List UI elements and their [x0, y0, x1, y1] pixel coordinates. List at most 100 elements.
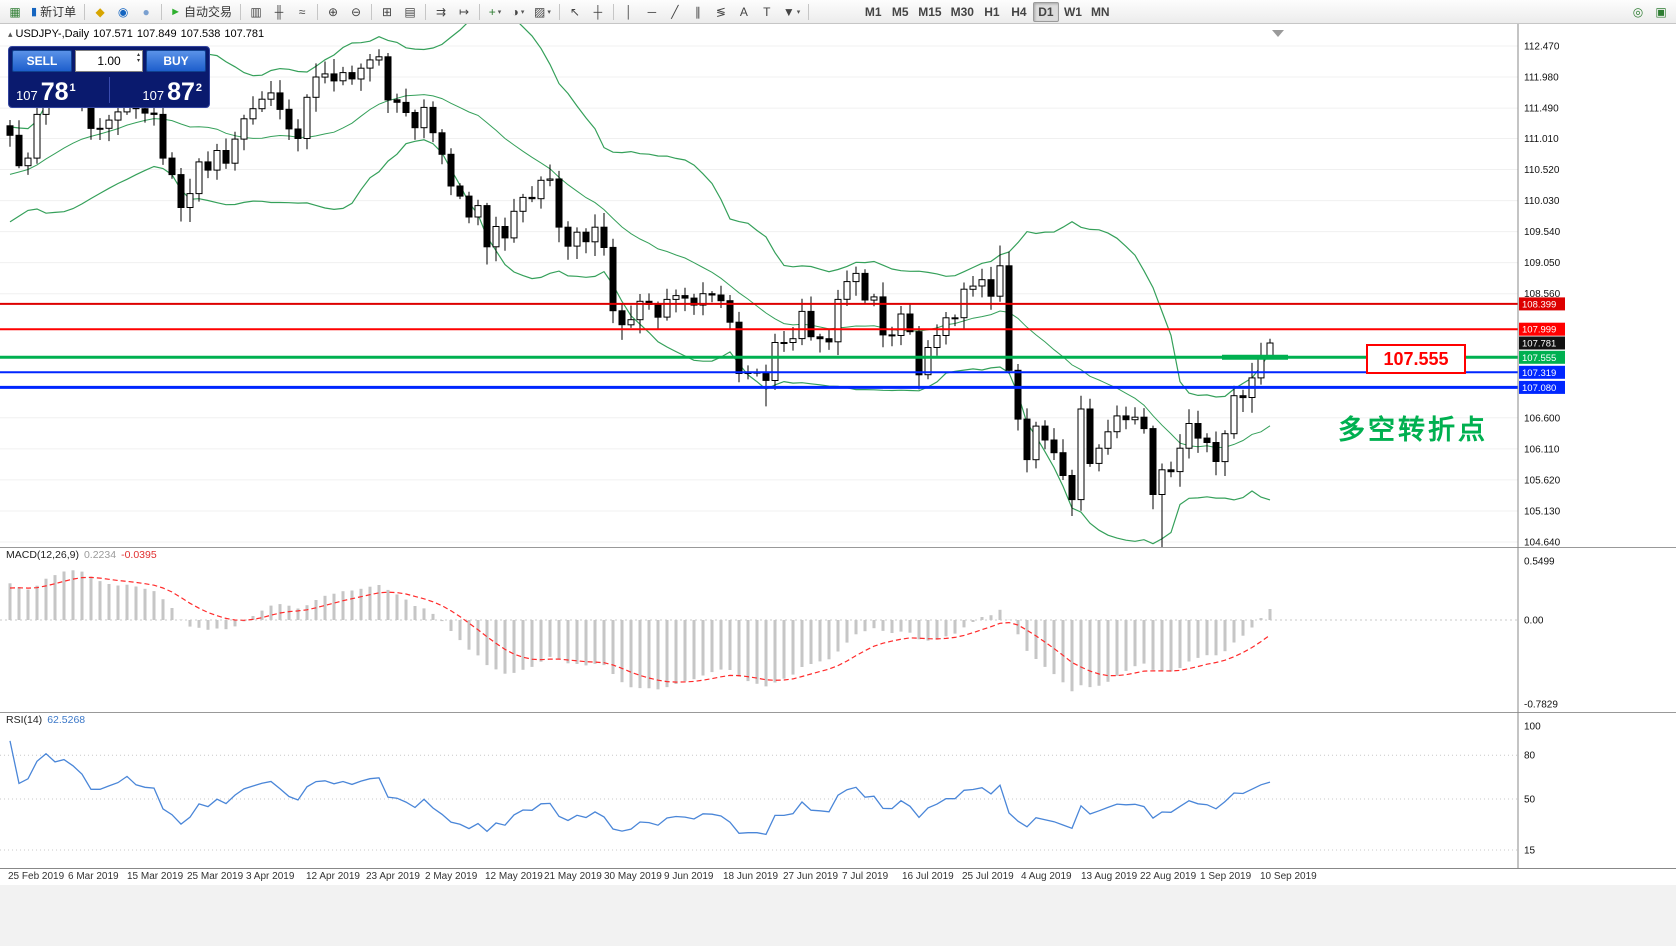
ohlc-high: 107.849: [136, 28, 177, 40]
timeframe-h1-button[interactable]: H1: [979, 2, 1005, 22]
svg-text:107.781: 107.781: [1522, 339, 1556, 350]
tile-windows-icon[interactable]: ⊞: [376, 2, 398, 22]
toolbar-separator: [612, 3, 614, 20]
ohlc-open: 107.571: [93, 28, 133, 40]
main-chart-panel[interactable]: 112.470 111.980 111.490 111.010 110.520 110.0…: [0, 24, 1676, 547]
dropdown-caret-icon: ▾: [497, 8, 502, 16]
bollinger-middle-band: [9, 94, 1271, 449]
price-axis[interactable]: 112.470 111.980 111.490 111.010 110.520 110.0…: [1524, 42, 1561, 548]
macd-signal-line: [9, 576, 1271, 683]
crosshair-icon[interactable]: ┼: [587, 2, 609, 22]
toolbar: ▦ ▮ 新订单 ◆ ◉ ● ► 自动交易 ▥ ╫ ≈ ⊕ ⊖ ⊞ ▤ ⇉ ↦ + ▾ ◑ ▾ ▨ ▾ ↖ ┼ │ ─ ╱ ∥ ≶ A T ▼ ▾ M…: [0, 0, 1676, 24]
line-chart-icon[interactable]: ≈: [291, 2, 313, 22]
toolbar-separator: [370, 3, 372, 20]
zoom-in-icon[interactable]: ⊕: [322, 2, 344, 22]
dropdown-caret-icon: ▾: [520, 8, 525, 16]
arrange-windows-icon[interactable]: ▤: [399, 2, 421, 22]
volume-spinner[interactable]: ▴ ▾: [136, 52, 140, 64]
magnifier-icon[interactable]: ◎: [1627, 2, 1649, 22]
macd-value: 0.2234: [83, 549, 117, 561]
templates-icon[interactable]: ▨ ▾: [530, 2, 555, 22]
date-label: 22 Aug 2019: [1140, 871, 1197, 882]
volume-input[interactable]: 1.00 ▴ ▾: [75, 50, 143, 72]
timeframe-mn-button[interactable]: MN: [1087, 2, 1114, 22]
candlestick-chart-icon[interactable]: ╫: [268, 2, 290, 22]
cursor-icon[interactable]: ↖: [564, 2, 586, 22]
macd-header: MACD(12,26,9) 0.2234 -0.0395: [6, 549, 162, 561]
date-label: 30 May 2019: [604, 871, 662, 882]
dropdown-caret-icon: ▾: [796, 8, 801, 16]
horizontal-line-icon[interactable]: ─: [641, 2, 663, 22]
svg-text:107.999: 107.999: [1522, 325, 1556, 336]
date-label: 16 Jul 2019: [902, 871, 954, 882]
text-icon[interactable]: A: [733, 2, 755, 22]
indicators-icon[interactable]: + ▾: [484, 2, 506, 22]
label-icon[interactable]: T: [756, 2, 778, 22]
date-label: 10 Sep 2019: [1260, 871, 1317, 882]
bollinger-upper-band: [9, 24, 1271, 398]
axis-tick: 110.520: [1524, 165, 1560, 176]
channel-icon[interactable]: ∥: [687, 2, 709, 22]
axis-tick: 106.110: [1524, 444, 1560, 455]
date-label: 6 Mar 2019: [68, 871, 119, 882]
periods-icon[interactable]: ◑ ▾: [507, 2, 529, 22]
timeframe-w1-button[interactable]: W1: [1060, 2, 1086, 22]
turning-point-annotation[interactable]: 多空转折点: [1338, 415, 1488, 446]
svg-text:107.319: 107.319: [1522, 368, 1556, 379]
macd-subwindow[interactable]: 0.5499 0.00 -0.7829 MACD(12,26,9) 0.2234 -0.…: [0, 547, 1676, 712]
axis-tick: 108.560: [1524, 289, 1561, 300]
axis-tick: 0.5499: [1524, 557, 1555, 568]
svg-text:107.555: 107.555: [1522, 353, 1556, 364]
arrows-icon[interactable]: ▼ ▾: [779, 2, 804, 22]
support-icon[interactable]: ●: [135, 2, 157, 22]
rsi-value: 62.5268: [47, 714, 86, 726]
toolbar-separator: [424, 3, 426, 20]
date-label: 21 May 2019: [544, 871, 602, 882]
timeframe-h4-button[interactable]: H4: [1006, 2, 1032, 22]
chart-shift-marker[interactable]: [1272, 30, 1284, 37]
chart-window-icon[interactable]: ▦: [4, 2, 26, 22]
zoom-out-icon[interactable]: ⊖: [345, 2, 367, 22]
axis-tick: 105.620: [1524, 475, 1561, 486]
date-label: 4 Aug 2019: [1021, 871, 1072, 882]
axis-tick: 105.130: [1524, 507, 1561, 518]
timeframe-m5-button[interactable]: M5: [887, 2, 913, 22]
date-label: 27 Jun 2019: [783, 871, 839, 882]
trendline-icon[interactable]: ╱: [664, 2, 686, 22]
rsi-subwindow[interactable]: 100 80 50 15 RSI(14) 62.5268: [0, 712, 1676, 868]
one-click-trade-panel: SELL 1.00 ▴ ▾ BUY 107 78 1 107 87 2: [8, 46, 210, 108]
price-chart[interactable]: 112.470 111.980 111.490 111.010 110.520 110.0…: [0, 24, 1676, 547]
timeframe-m30-button[interactable]: M30: [947, 2, 978, 22]
toolbar-separator: [239, 3, 241, 20]
auto-scroll-icon[interactable]: ⇉: [430, 2, 452, 22]
new-order-button[interactable]: ▮ 新订单: [27, 2, 80, 22]
community-icon[interactable]: ◉: [112, 2, 134, 22]
axis-tick: 109.050: [1524, 258, 1561, 269]
macd-label: MACD(12,26,9): [6, 549, 79, 561]
price-annotation[interactable]: 107.555: [1366, 344, 1466, 374]
timeframe-d1-button[interactable]: D1: [1032, 1, 1059, 22]
toolbar-separator: [161, 3, 163, 20]
axis-tick: 111.980: [1524, 73, 1559, 84]
buy-button[interactable]: BUY: [146, 50, 206, 72]
axis-tick: 110.030: [1524, 196, 1560, 207]
timeframe-m1-button[interactable]: M1: [860, 2, 886, 22]
axis-tick: 109.540: [1524, 227, 1561, 238]
auto-trading-button[interactable]: ► 自动交易: [166, 2, 236, 22]
timeframe-m15-button[interactable]: M15: [914, 2, 945, 22]
date-label: 3 Apr 2019: [246, 871, 295, 882]
axis-level-label: 107.080: [1519, 380, 1565, 394]
time-axis[interactable]: 25 Feb 2019 6 Mar 2019 15 Mar 2019 25 Mar 2…: [0, 868, 1676, 885]
favorites-icon[interactable]: ◆: [89, 2, 111, 22]
auto-trading-button-icon: ►: [170, 5, 181, 18]
data-window-icon[interactable]: ▣: [1650, 2, 1672, 22]
chart-shift-icon[interactable]: ↦: [453, 2, 475, 22]
sell-button[interactable]: SELL: [12, 50, 72, 72]
axis-current-price-label: 107.781: [1519, 336, 1565, 350]
bar-chart-icon[interactable]: ▥: [245, 2, 267, 22]
vertical-line-icon[interactable]: │: [618, 2, 640, 22]
fibonacci-icon[interactable]: ≶: [710, 2, 732, 22]
axis-tick: -0.7829: [1524, 700, 1558, 711]
bottom-strip: [0, 885, 1676, 946]
